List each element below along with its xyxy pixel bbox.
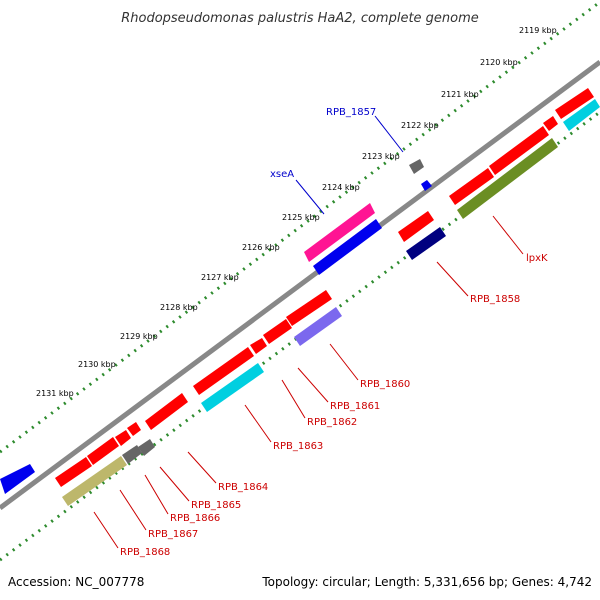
gene-arrow[interactable]: [115, 430, 131, 446]
gene-arrow[interactable]: [122, 445, 142, 464]
gene-arrow[interactable]: [87, 437, 119, 465]
leader-line: [244, 404, 272, 443]
accession-text: Accession: NC_007778: [8, 575, 144, 589]
outer-tick-ring: [0, 0, 600, 454]
tick-label: 2125 kbp: [282, 213, 320, 222]
label-leader-lines: [93, 115, 524, 549]
gene-arrow[interactable]: [138, 439, 155, 456]
gene-arrow[interactable]: [127, 422, 141, 436]
gene-label[interactable]: RPB_1861: [330, 401, 380, 412]
gene-arrow[interactable]: [398, 211, 434, 242]
map-title: Rhodopseudomonas palustris HaA2, complet…: [121, 11, 479, 26]
genome-backbone: [0, 59, 600, 511]
gene-label[interactable]: RPB_1863: [273, 441, 323, 452]
gene-arrow[interactable]: [543, 116, 558, 131]
leader-line: [329, 343, 359, 381]
tick-label: 2120 kbp: [480, 58, 518, 67]
tick-label: 2122 kbp: [401, 121, 439, 130]
gene-label[interactable]: lpxK: [526, 253, 548, 264]
leader-line: [144, 474, 169, 515]
tick-label: 2124 kbp: [322, 183, 360, 192]
gene-arrow[interactable]: [304, 203, 375, 262]
gene-label[interactable]: RPB_1862: [307, 417, 357, 428]
gene-arrow[interactable]: [489, 126, 549, 175]
tick-label: 2128 kbp: [160, 303, 198, 312]
leader-line: [119, 489, 147, 531]
gene-label[interactable]: RPB_1864: [218, 482, 268, 493]
gene-arrow[interactable]: [457, 138, 558, 219]
gene-arrow[interactable]: [409, 159, 424, 174]
gene-arrow[interactable]: [449, 168, 494, 205]
gene-arrow[interactable]: [62, 456, 127, 506]
gene-arrow[interactable]: [0, 464, 35, 494]
gene-arrow[interactable]: [286, 290, 332, 326]
tick-labels: 2119 kbp 2120 kbp 2121 kbp 2122 kbp 2123…: [36, 26, 557, 398]
gene-arrow[interactable]: [406, 227, 446, 260]
leader-line: [93, 511, 119, 549]
leader-line: [297, 367, 329, 403]
gene-label[interactable]: RPB_1868: [120, 547, 170, 558]
tick-label: 2119 kbp: [519, 26, 557, 35]
tick-label: 2123 kbp: [362, 152, 400, 161]
gene-label[interactable]: RPB_1860: [360, 379, 410, 390]
gene-label[interactable]: RPB_1858: [470, 294, 520, 305]
leader-line: [187, 451, 217, 484]
tick-label: 2127 kbp: [201, 273, 239, 282]
genome-summary-text: Topology: circular; Length: 5,331,656 bp…: [261, 575, 592, 589]
gene-arrow[interactable]: [563, 99, 600, 131]
gene-arrow[interactable]: [250, 338, 267, 354]
leader-line: [492, 215, 524, 255]
leader-line: [295, 179, 325, 215]
tick-label: 2129 kbp: [120, 332, 158, 341]
gene-arrow[interactable]: [555, 88, 594, 119]
forward-strand-genes: [0, 88, 594, 494]
gene-arrow[interactable]: [55, 457, 92, 487]
leader-line: [436, 261, 469, 297]
leader-line: [374, 115, 404, 153]
tick-label: 2131 kbp: [36, 389, 74, 398]
gene-label[interactable]: xseA: [270, 169, 294, 180]
gene-arrow[interactable]: [145, 393, 188, 430]
gene-arrow[interactable]: [313, 219, 382, 275]
gene-labels: RPB_1857 xseA lpxK RPB_1858 RPB_1860 RPB…: [120, 107, 548, 558]
tick-label: 2130 kbp: [78, 360, 116, 369]
tick-label: 2121 kbp: [441, 90, 479, 99]
leader-line: [281, 379, 306, 419]
tick-label: 2126 kbp: [242, 243, 280, 252]
gene-label[interactable]: RPB_1867: [148, 529, 198, 540]
gene-arrow[interactable]: [294, 307, 342, 346]
gene-label[interactable]: RPB_1857: [326, 107, 376, 118]
leader-line: [159, 466, 190, 502]
gene-label[interactable]: RPB_1866: [170, 513, 220, 524]
gene-arrow[interactable]: [263, 319, 292, 344]
reverse-strand-genes: [62, 99, 600, 506]
gene-arrow[interactable]: [193, 347, 254, 395]
gene-arrow[interactable]: [201, 363, 264, 412]
gene-label[interactable]: RPB_1865: [191, 500, 241, 511]
gene-arrow[interactable]: [421, 180, 432, 191]
